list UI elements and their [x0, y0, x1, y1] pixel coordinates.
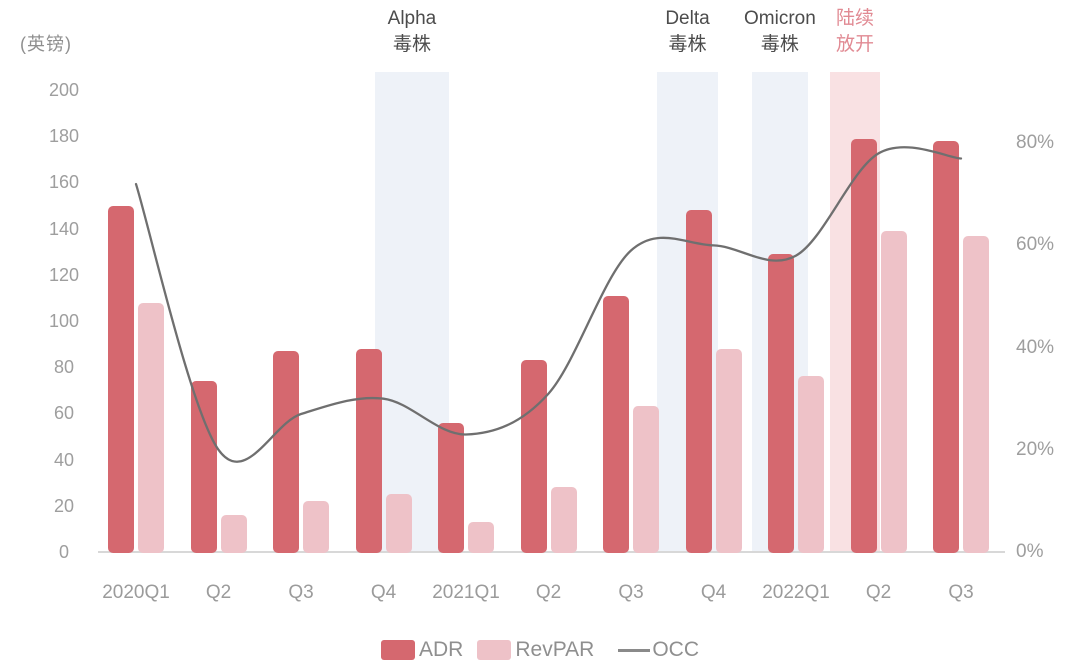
right-axis-tick: 0% — [1016, 541, 1044, 562]
revpar-bar — [468, 521, 494, 553]
adr-bar — [438, 422, 464, 553]
y-axis-tick: 100 — [48, 311, 80, 331]
revpar-bar — [385, 494, 412, 553]
x-axis-label: Q3 — [288, 582, 314, 603]
x-axis-label: 2020Q1 — [102, 582, 170, 603]
y-axis-tick: 160 — [48, 172, 80, 193]
y-axis-tick: 80 — [53, 357, 75, 378]
revpar-bar — [633, 406, 659, 553]
y-axis-tick: 120 — [48, 264, 80, 285]
adr-bar — [108, 205, 134, 553]
revpar-bar — [220, 515, 247, 553]
legend-label: RevPAR — [515, 638, 595, 661]
legend-item-adr: ADR — [381, 638, 473, 662]
right-axis-tick: 60% — [1016, 234, 1055, 256]
adr-bar — [520, 360, 547, 553]
y-axis-tick: 180 — [48, 126, 80, 147]
adr-bar — [768, 254, 794, 553]
right-axis-tick: 20% — [1016, 438, 1055, 460]
revpar-swatch — [477, 640, 512, 660]
y-axis-tick: 20 — [53, 495, 75, 516]
x-axis-label: 2022Q1 — [762, 582, 830, 603]
annotation-line: 毒株 — [392, 34, 431, 55]
x-axis-line — [98, 551, 1005, 553]
annotation-label-1: Delta 毒株 — [618, 6, 758, 58]
y-axis-tick: 140 — [48, 218, 80, 239]
x-axis-label: Q3 — [618, 582, 644, 603]
legend-item-occ: OCC — [608, 638, 699, 662]
adr-bar — [273, 351, 299, 553]
adr-bar — [933, 140, 959, 553]
legend-label: OCC — [652, 638, 699, 661]
adr-swatch — [381, 640, 415, 660]
right-axis-tick: 80% — [1016, 132, 1055, 154]
legend: ADR RevPAR OCC — [0, 638, 1080, 662]
y-axis-tick: 60 — [53, 403, 75, 424]
adr-bar — [685, 210, 712, 553]
annotation-line: 陆续 — [835, 8, 874, 29]
occ-line-swatch — [618, 648, 651, 652]
y-axis-tick: 40 — [53, 449, 75, 470]
adr-bar — [355, 348, 382, 553]
revpar-bar — [715, 348, 742, 553]
revpar-bar — [138, 302, 164, 553]
annotation-line: 放开 — [835, 34, 874, 55]
adr-bar — [190, 381, 217, 553]
x-axis-label: Q4 — [370, 582, 397, 603]
legend-item-revpar: RevPAR — [477, 638, 604, 662]
y-axis-tick: 0 — [58, 542, 69, 562]
annotation-label-2: Omicron 毒株 — [710, 6, 850, 58]
revpar-bar — [963, 235, 989, 553]
annotation-line: Omicron — [744, 8, 816, 29]
x-axis-label: Q2 — [205, 582, 232, 603]
adr-bar — [850, 138, 877, 553]
y-axis-tick: 200 — [48, 80, 80, 100]
revpar-bar — [303, 501, 329, 553]
annotation-line: 毒株 — [760, 34, 799, 55]
right-axis-tick: 40% — [1016, 336, 1055, 358]
annotation-label-3: 陆续 放开 — [785, 6, 925, 58]
revpar-bar — [798, 376, 824, 553]
x-axis-label: Q4 — [700, 582, 727, 603]
y-axis-unit-label: (英镑) — [20, 34, 72, 54]
annotation-label-0: Alpha 毒株 — [342, 6, 482, 58]
x-axis-label: 2021Q1 — [432, 582, 500, 603]
annotation-line: Alpha — [387, 8, 437, 29]
revpar-bar — [880, 230, 907, 553]
x-axis-label: Q2 — [535, 582, 562, 603]
x-axis-label: Q2 — [865, 582, 892, 603]
adr-bar — [603, 295, 629, 553]
annotation-line: Delta — [665, 8, 710, 29]
annotation-line: 毒株 — [668, 34, 707, 55]
legend-label: ADR — [419, 638, 464, 661]
revpar-bar — [550, 487, 577, 553]
x-axis-label: Q3 — [948, 582, 974, 603]
